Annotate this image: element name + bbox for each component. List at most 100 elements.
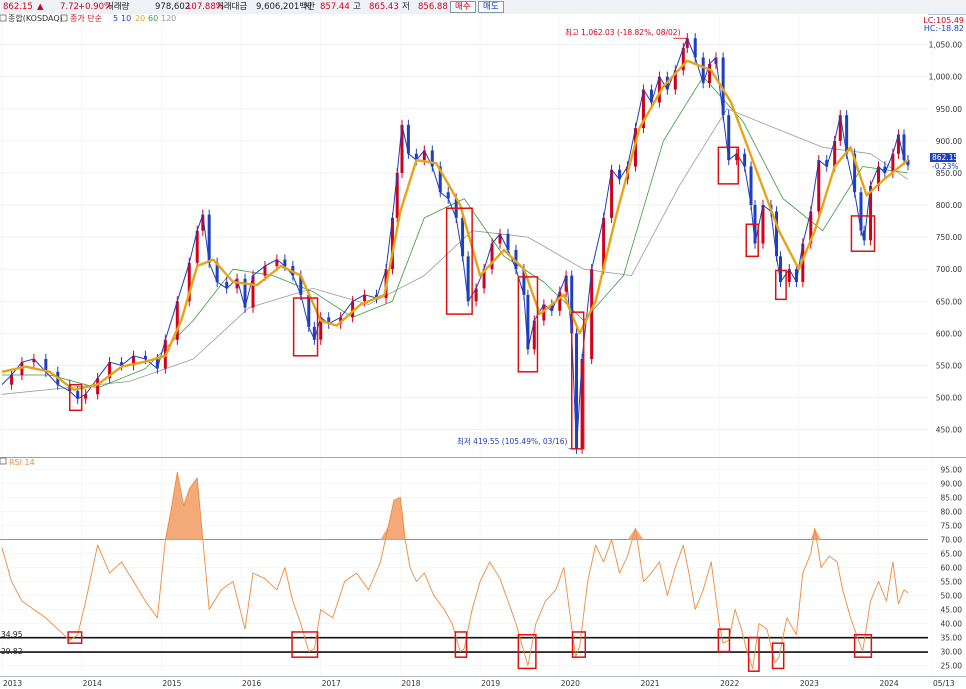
candle-body bbox=[743, 153, 747, 167]
rsi-highlight-box bbox=[747, 636, 760, 672]
low-annotation: 최저 419.55 (105.49%, 03/16) bbox=[457, 436, 567, 446]
candle-body bbox=[564, 275, 568, 292]
open-label: 시 bbox=[304, 2, 312, 12]
legend-ma60: 60 bbox=[148, 14, 158, 23]
change-percent: +0.90% bbox=[78, 2, 113, 12]
rsi-tick-label: 85.00 bbox=[941, 493, 963, 502]
candle-body bbox=[390, 217, 394, 270]
stock-chart[interactable]: 1,050.00 1,000.00 950.00 900.00 850.00 800.00… bbox=[0, 14, 966, 689]
time-tick-label: 2023 bbox=[800, 679, 819, 688]
candle-body bbox=[446, 192, 450, 199]
high-value: 865.43 bbox=[369, 2, 399, 12]
price-tick-label: 500.00 bbox=[936, 393, 962, 402]
candle-body bbox=[787, 269, 791, 283]
price-tick-label: 600.00 bbox=[936, 329, 962, 338]
candle-body bbox=[801, 243, 805, 283]
price-highlight-boxes bbox=[68, 146, 876, 450]
candle-body bbox=[685, 38, 689, 48]
candle-body bbox=[299, 275, 303, 295]
rsi-tick-label: 55.00 bbox=[941, 578, 963, 587]
open-value: 857.44 bbox=[320, 2, 350, 12]
candle-body bbox=[207, 214, 211, 263]
hc-label: HC:-18.82 bbox=[924, 24, 964, 33]
candle-body bbox=[490, 243, 494, 270]
price-tick-label: 850.00 bbox=[936, 169, 962, 178]
candle-body bbox=[438, 166, 442, 193]
candle-body bbox=[466, 256, 470, 302]
price-highlight-box bbox=[292, 297, 319, 357]
sell-button[interactable]: 매도 bbox=[478, 1, 504, 13]
candle-body bbox=[76, 391, 80, 399]
candle-body bbox=[251, 275, 255, 308]
candle-body bbox=[131, 355, 135, 366]
candle-body bbox=[120, 362, 124, 366]
candle-body bbox=[580, 358, 584, 449]
candle-body bbox=[902, 134, 906, 161]
ma20-line bbox=[1, 59, 909, 391]
legend-ma5: 5 bbox=[113, 14, 118, 23]
candle-body bbox=[339, 317, 343, 324]
current-price-tag-pct: -0.23% bbox=[932, 162, 959, 171]
rsi-highlight-box bbox=[771, 642, 785, 670]
current-price: 862.15 bbox=[3, 2, 33, 12]
candle-body bbox=[414, 153, 418, 161]
candle-body bbox=[602, 217, 606, 270]
rsi-toggle-icon[interactable] bbox=[0, 457, 7, 465]
rsi-highlight-box bbox=[454, 631, 468, 658]
candle-body bbox=[32, 358, 36, 363]
panel-toggle-icon[interactable] bbox=[0, 14, 7, 22]
candle-body bbox=[649, 89, 653, 103]
price-tick-label: 700.00 bbox=[936, 265, 962, 274]
candle-body bbox=[641, 89, 645, 129]
candle-body bbox=[195, 230, 199, 263]
buy-button[interactable]: 매수 bbox=[450, 1, 476, 13]
candle-body bbox=[187, 262, 191, 302]
legend-toggle-icon[interactable] bbox=[60, 14, 68, 22]
candle-body bbox=[351, 301, 355, 318]
price-tick-label: 650.00 bbox=[936, 297, 962, 306]
candle-body bbox=[498, 233, 502, 244]
volume-label: 거래량 bbox=[106, 2, 130, 12]
time-tick-label: 2024 bbox=[880, 679, 899, 688]
rsi-tick-label: 35.00 bbox=[941, 634, 963, 643]
candle-body bbox=[708, 63, 712, 84]
rsi-highlight-box bbox=[517, 634, 537, 670]
price-highlight-box bbox=[517, 276, 539, 373]
rsi-tick-label: 50.00 bbox=[941, 592, 963, 601]
time-tick-label: 2022 bbox=[720, 679, 739, 688]
rsi-line bbox=[1, 471, 909, 669]
legend-prefix: 종가 단순 bbox=[70, 14, 102, 23]
candle-body bbox=[307, 294, 311, 327]
rsi-tick-label: 65.00 bbox=[941, 549, 963, 558]
volume-ratio: 107.88% bbox=[186, 2, 224, 12]
rsi-series-layer bbox=[1, 471, 909, 669]
candle-body bbox=[693, 38, 697, 58]
rsi-panel-title: RSI 14 bbox=[9, 458, 35, 467]
lc-label: LC:105.49 bbox=[923, 16, 964, 25]
candle-body bbox=[775, 211, 779, 257]
candle-body bbox=[657, 76, 661, 103]
current-price-tag-value: 862.15 bbox=[932, 153, 958, 162]
price-highlight-box bbox=[745, 223, 759, 258]
time-tick-label: 2013 bbox=[3, 679, 22, 688]
candle-body bbox=[761, 205, 765, 244]
candle-body bbox=[735, 153, 739, 161]
rsi-tick-label: 90.00 bbox=[941, 479, 963, 488]
legend-ma10: 10 bbox=[121, 14, 131, 23]
legend-ma120: 120 bbox=[161, 14, 176, 23]
candle-body bbox=[201, 214, 205, 231]
candle-body bbox=[833, 140, 837, 167]
volume-value: 978,602 bbox=[155, 2, 191, 12]
rsi-highlight-box bbox=[717, 628, 731, 653]
rsi-highlight-box bbox=[291, 631, 319, 658]
rsi-tick-label: 30.00 bbox=[941, 648, 963, 657]
candle-body bbox=[108, 362, 112, 379]
candle-body bbox=[845, 115, 849, 154]
price-tick-label: 1,000.00 bbox=[929, 73, 963, 82]
candle-body bbox=[721, 57, 725, 116]
current-price-tag bbox=[930, 153, 956, 162]
candle-body bbox=[263, 265, 267, 276]
time-tick-label: 2021 bbox=[640, 679, 659, 688]
amount-label: 거래대금 bbox=[216, 2, 248, 12]
candle-body bbox=[422, 150, 426, 161]
